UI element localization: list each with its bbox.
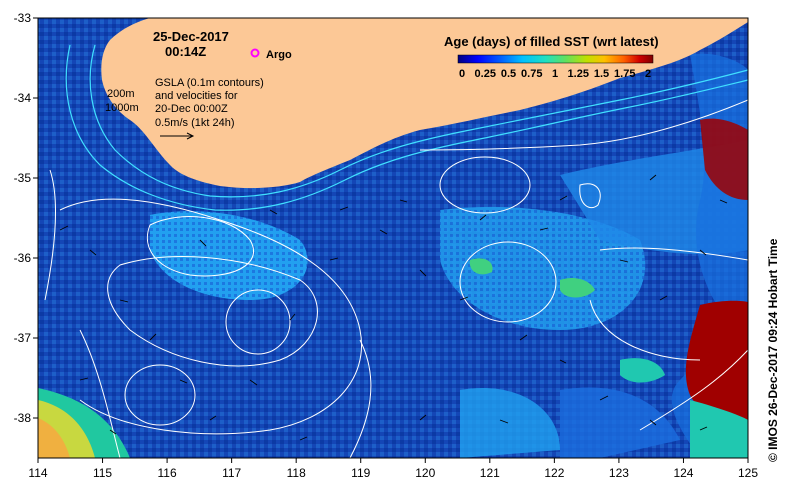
lon-tick-label: 120: [415, 466, 435, 480]
map-time: 00:14Z: [165, 44, 206, 59]
gsla-line3: 20-Dec 00:00Z: [155, 103, 228, 115]
lon-axis: 114 115 116 117 118 119 120 121 122 123 124 125: [28, 458, 758, 480]
velocity-arrows: [59, 174, 728, 441]
legend-tick-label: 1.5: [594, 68, 609, 80]
credit-text: © IMOS 26-Dec-2017 09:24 Hobart Time: [766, 238, 780, 462]
plot-frame: [37, 17, 749, 459]
warm-patch-central: [440, 206, 646, 330]
lon-tick-label: 119: [351, 466, 370, 480]
legend-colorbar: [457, 54, 654, 64]
lon-tick-label: 116: [158, 466, 177, 480]
map-date: 25-Dec-2017: [153, 29, 229, 44]
lat-tick-label: -33: [14, 11, 32, 25]
lon-tick-label: 122: [544, 466, 564, 480]
lon-tick-label: 125: [738, 466, 758, 480]
lon-tick-label: 114: [28, 466, 47, 480]
legend-tick-label: 0: [459, 68, 465, 80]
legend-tick-label: 0.25: [475, 68, 496, 80]
gsla-line1: GSLA (0.1m contours): [155, 77, 264, 89]
lon-tick-label: 115: [93, 466, 112, 480]
lon-tick-label: 117: [222, 466, 241, 480]
argo-icon: [250, 48, 260, 58]
gsla-line4: 0.5m/s (1kt 24h): [155, 117, 234, 129]
isobath-200-label: 200m: [107, 88, 135, 100]
legend-title: Age (days) of filled SST (wrt latest): [444, 34, 659, 49]
legend-tick-label: 2: [645, 68, 651, 80]
lon-tick-label: 121: [480, 466, 500, 480]
argo-label: Argo: [266, 49, 292, 61]
lon-tick-label: 118: [287, 466, 306, 480]
lat-tick-label: -34: [14, 91, 32, 105]
lat-tick-label: -36: [14, 251, 32, 265]
lat-tick-label: -35: [14, 171, 32, 185]
gsla-line2: and velocities for: [155, 90, 238, 102]
legend-ticks: 0 0.25 0.5 0.75 1 1.25 1.5 1.75 2: [459, 68, 651, 80]
legend-tick-label: 0.75: [521, 68, 542, 80]
legend-tick-label: 1.75: [614, 68, 635, 80]
legend-tick-label: 1.25: [568, 68, 589, 80]
isobath-1000-label: 1000m: [105, 102, 139, 114]
gsla-contours: [44, 99, 749, 459]
lat-tick-label: -38: [14, 411, 32, 425]
legend-tick-label: 0.5: [501, 68, 516, 80]
legend-tick-label: 1: [552, 68, 558, 80]
argo-marker: Argo: [250, 48, 292, 61]
lon-tick-label: 123: [609, 466, 629, 480]
lat-axis: -33 -34 -35 -36 -37 -38: [14, 11, 38, 425]
isobaths: [65, 44, 749, 211]
warm-patch-west: [150, 211, 308, 300]
lat-tick-label: -37: [14, 331, 32, 345]
lon-tick-label: 124: [673, 466, 693, 480]
